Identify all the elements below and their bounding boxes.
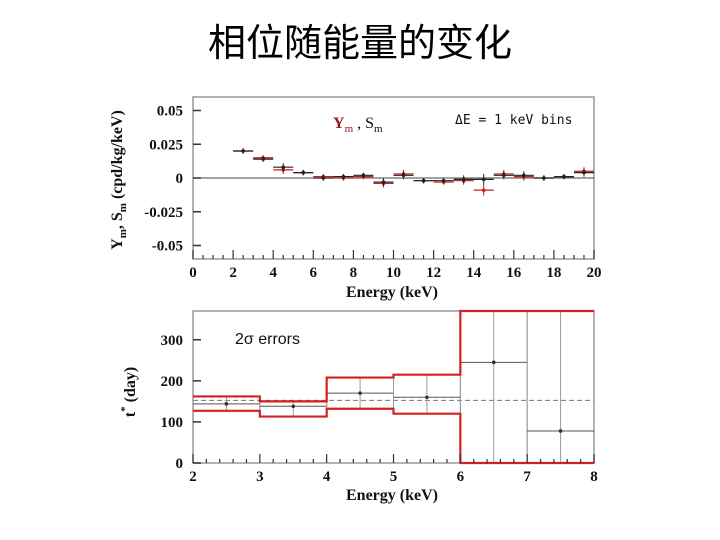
data-point	[461, 177, 466, 182]
legend-y-sub: m	[345, 123, 354, 135]
series-s	[233, 148, 594, 187]
top-xtick-label: 16	[506, 265, 522, 281]
top-xtick-label: 20	[587, 265, 602, 281]
legend-s-sub: m	[374, 123, 383, 135]
top-xlabel: Energy (keV)	[346, 284, 438, 301]
bin-point	[358, 391, 362, 395]
bottom-xtick-label: 6	[457, 469, 465, 485]
legend-sep: , S	[353, 115, 374, 132]
bottom-ytick-label: 0	[176, 456, 184, 472]
data-point	[261, 157, 265, 161]
bottom-xlabel: Energy (keV)	[346, 487, 438, 504]
top-annotation: ΔE = 1 keV bins	[455, 113, 572, 128]
data-point	[522, 173, 526, 178]
bin-point	[491, 360, 496, 365]
top-xtick-label: 18	[546, 265, 561, 281]
bottom-xtick-label: 2	[189, 469, 197, 485]
top-ytick-label: -0.05	[152, 239, 183, 255]
bottom-xtick-label: 8	[590, 469, 598, 485]
bin-point	[224, 402, 229, 406]
bottom-ylabel: t* (day)	[119, 367, 139, 417]
data-point	[241, 149, 245, 153]
data-point	[481, 188, 486, 192]
top-xtick-label: 8	[350, 265, 358, 281]
bin-point	[425, 395, 429, 400]
data-point	[381, 180, 386, 184]
slide-title: 相位随能量的变化	[207, 21, 512, 65]
top-xtick-label: 2	[229, 265, 237, 281]
bottom-ytick-label: 100	[161, 415, 184, 431]
bottom-xtick-label: 7	[523, 469, 531, 485]
data-point	[401, 173, 406, 178]
bin-point	[558, 429, 563, 433]
top-xtick-label: 0	[189, 265, 197, 281]
bottom-xtick-label: 5	[390, 469, 398, 485]
data-point	[481, 177, 486, 182]
top-ytick-label: 0.025	[149, 137, 183, 153]
bottom-xtick-label: 4	[323, 469, 331, 485]
top-xtick-label: 10	[386, 265, 401, 281]
data-point	[582, 170, 586, 175]
data-point	[421, 178, 426, 183]
top-ylabel: Ym, Sm (cpd/kg/keV)	[109, 110, 129, 250]
data-point	[441, 178, 446, 183]
data-point	[501, 173, 506, 178]
legend-y: Y	[333, 115, 345, 132]
bottom-ytick-label: 200	[161, 374, 184, 390]
top-xtick-label: 12	[426, 265, 441, 281]
upper-error-envelope	[193, 309, 594, 403]
top-legend: Ym , Sm	[333, 115, 383, 135]
lower-error-envelope	[193, 407, 594, 465]
bottom-chart: 300 200 100 0 2 3 4 5 6 7 8 2σ errors Energy (keV…	[119, 309, 598, 504]
top-xtick-label: 14	[466, 265, 482, 281]
data-point	[562, 174, 566, 179]
bin-point	[291, 404, 296, 409]
data-point	[542, 176, 546, 180]
data-point	[301, 170, 306, 175]
data-point	[361, 173, 366, 178]
top-xtick-label: 6	[310, 265, 318, 281]
data-point	[341, 174, 346, 179]
bottom-annotation: 2σ errors	[235, 331, 300, 348]
top-ytick-label: 0	[176, 171, 184, 187]
top-ytick-label: -0.025	[144, 205, 183, 221]
top-ytick-label: 0.05	[157, 104, 183, 120]
bottom-xtick-label: 3	[256, 469, 264, 485]
bottom-ytick-label: 300	[161, 333, 184, 349]
data-point	[281, 165, 286, 169]
top-xtick-label: 4	[269, 265, 277, 281]
data-point	[321, 176, 326, 180]
